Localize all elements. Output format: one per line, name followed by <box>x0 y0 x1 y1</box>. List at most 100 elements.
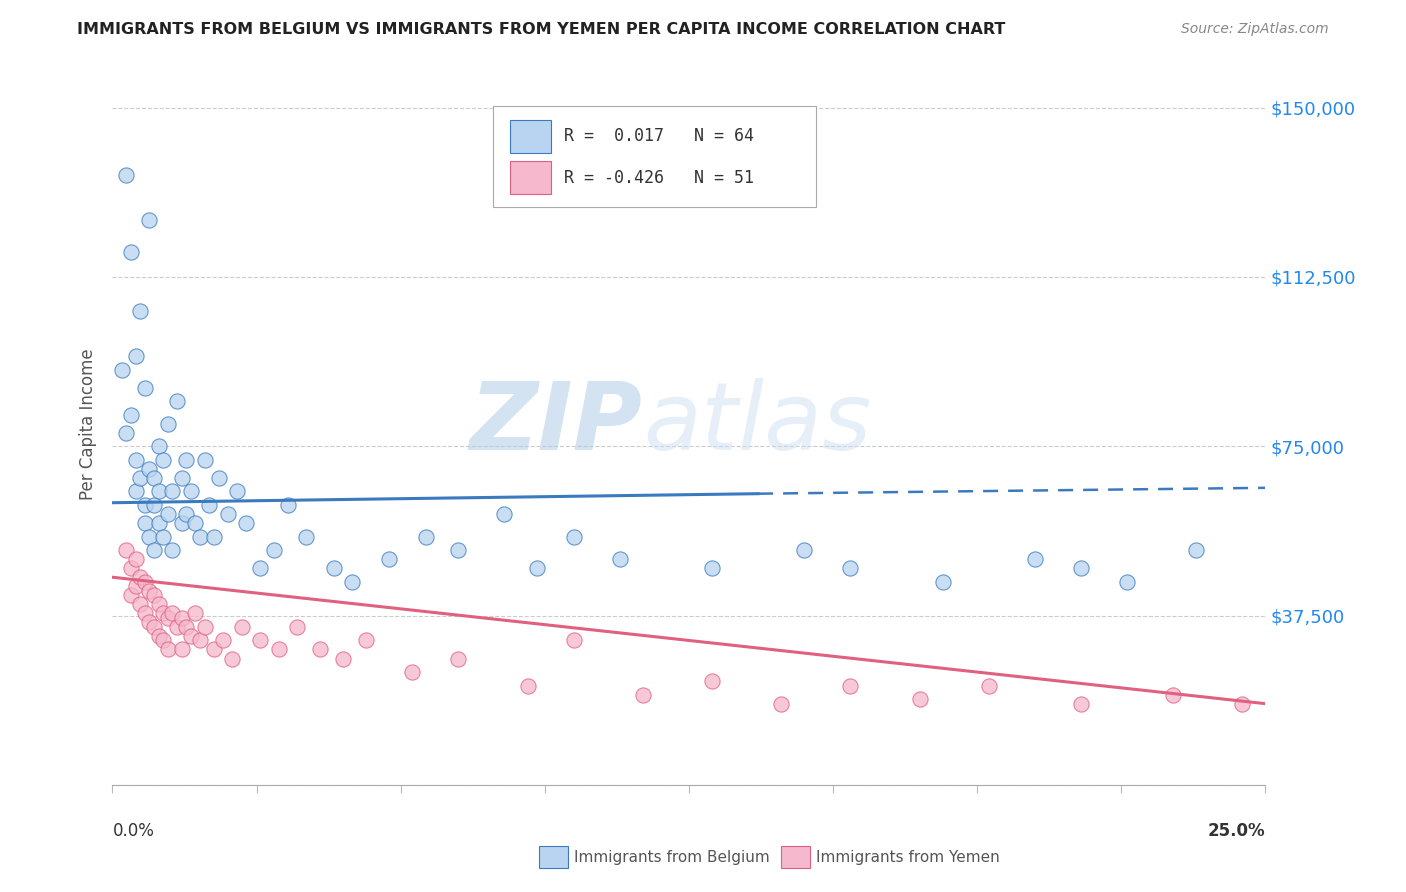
Point <box>156 642 179 657</box>
Point <box>194 452 217 467</box>
Point <box>700 674 723 689</box>
Bar <box>538 847 568 868</box>
Point <box>249 561 271 575</box>
Point <box>1185 543 1208 558</box>
Point <box>143 620 166 634</box>
Point <box>212 633 235 648</box>
Point <box>115 169 138 183</box>
Point <box>217 507 239 521</box>
Point <box>138 213 160 227</box>
Point <box>1161 688 1184 702</box>
Point <box>134 498 156 512</box>
Point <box>221 651 243 665</box>
Point <box>1070 697 1092 711</box>
Point <box>207 471 229 485</box>
Point <box>166 620 188 634</box>
Text: atlas: atlas <box>643 378 872 469</box>
Point <box>174 507 197 521</box>
Point <box>152 452 174 467</box>
Point <box>134 516 156 530</box>
Point <box>249 633 271 648</box>
Point <box>447 543 470 558</box>
Point <box>143 471 166 485</box>
Point <box>194 620 217 634</box>
Point <box>378 552 401 566</box>
Point <box>198 498 221 512</box>
Point <box>162 607 184 621</box>
Point <box>120 588 142 602</box>
Point <box>156 507 179 521</box>
Point <box>156 417 179 431</box>
Point <box>124 484 146 499</box>
Point <box>166 394 188 409</box>
Point <box>148 598 170 612</box>
Bar <box>510 161 551 194</box>
Point <box>235 516 257 530</box>
Point <box>124 552 146 566</box>
Point <box>277 498 299 512</box>
Point <box>170 611 193 625</box>
Point <box>148 629 170 643</box>
Point <box>285 620 308 634</box>
Point <box>138 530 160 544</box>
Point <box>180 629 202 643</box>
Point <box>143 498 166 512</box>
Point <box>1070 561 1092 575</box>
Point <box>170 642 193 657</box>
Point <box>111 362 134 376</box>
Point <box>447 651 470 665</box>
Bar <box>510 120 551 153</box>
Point <box>322 561 344 575</box>
Point <box>134 607 156 621</box>
Point <box>839 561 862 575</box>
Point <box>267 642 290 657</box>
Point <box>143 588 166 602</box>
Point <box>226 484 249 499</box>
Text: R = -0.426   N = 51: R = -0.426 N = 51 <box>564 169 755 187</box>
Point <box>188 530 211 544</box>
Point <box>263 543 285 558</box>
Point <box>115 543 138 558</box>
Point <box>295 530 318 544</box>
Text: Immigrants from Yemen: Immigrants from Yemen <box>815 850 1000 864</box>
Point <box>793 543 815 558</box>
Point <box>562 633 585 648</box>
Point <box>631 688 654 702</box>
Point <box>174 452 197 467</box>
Point <box>415 530 437 544</box>
Text: Immigrants from Belgium: Immigrants from Belgium <box>574 850 769 864</box>
Point <box>231 620 253 634</box>
Point <box>184 516 207 530</box>
Point <box>129 303 152 318</box>
Point <box>839 679 862 693</box>
Point <box>129 471 152 485</box>
Point <box>148 516 170 530</box>
Point <box>609 552 631 566</box>
Point <box>138 583 160 598</box>
Point <box>516 679 538 693</box>
Point <box>129 570 152 584</box>
Point <box>184 607 207 621</box>
Point <box>134 380 156 394</box>
Point <box>562 530 585 544</box>
Point <box>174 620 197 634</box>
Point <box>162 484 184 499</box>
Point <box>401 665 423 679</box>
Point <box>332 651 354 665</box>
Point <box>138 615 160 630</box>
Point <box>152 530 174 544</box>
Point <box>120 245 142 260</box>
Bar <box>782 847 810 868</box>
Point <box>152 607 174 621</box>
Point <box>202 642 225 657</box>
Point <box>120 561 142 575</box>
Point <box>1232 697 1254 711</box>
Text: IMMIGRANTS FROM BELGIUM VS IMMIGRANTS FROM YEMEN PER CAPITA INCOME CORRELATION C: IMMIGRANTS FROM BELGIUM VS IMMIGRANTS FR… <box>77 22 1005 37</box>
Point <box>354 633 377 648</box>
Text: Source: ZipAtlas.com: Source: ZipAtlas.com <box>1181 22 1329 37</box>
Y-axis label: Per Capita Income: Per Capita Income <box>79 348 97 500</box>
Point <box>148 484 170 499</box>
Point <box>162 543 184 558</box>
Point <box>129 598 152 612</box>
Text: 25.0%: 25.0% <box>1208 822 1265 839</box>
